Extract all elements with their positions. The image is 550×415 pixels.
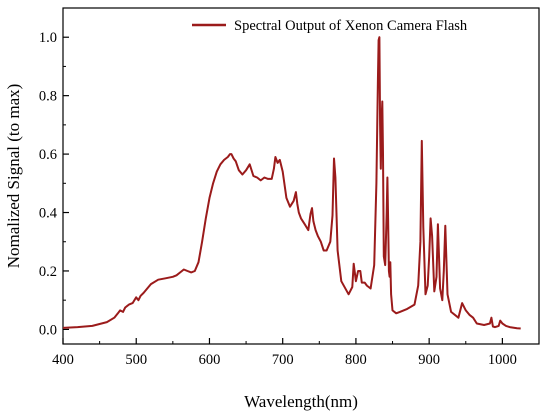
y-tick-label: 0.2: [39, 264, 57, 280]
x-axis-ticks: 400 500 600 700 800 900 1000: [52, 338, 517, 368]
x-tick-label: 700: [272, 352, 294, 368]
legend-label: Spectral Output of Xenon Camera Flash: [234, 18, 468, 34]
y-axis-ticks: 0.0 0.2 0.4 0.6 0.8 1.0: [39, 30, 69, 338]
x-tick-label: 500: [125, 352, 147, 368]
y-tick-label: 1.0: [39, 30, 57, 46]
x-tick-label: 900: [418, 352, 440, 368]
y-tick-label: 0.0: [39, 322, 57, 338]
legend: Spectral Output of Xenon Camera Flash: [192, 18, 468, 34]
x-tick-label: 400: [52, 352, 74, 368]
x-tick-label: 800: [345, 352, 367, 368]
y-axis-title: Nomalized Signal (to max): [4, 84, 23, 269]
series-line: [62, 36, 521, 330]
x-tick-label: 600: [199, 352, 221, 368]
y-tick-label: 0.4: [39, 206, 58, 222]
x-axis-title: Wavelength(nm): [244, 392, 358, 411]
y-tick-label: 0.8: [39, 89, 57, 105]
x-tick-label: 1000: [488, 352, 517, 368]
plot-frame: [62, 7, 540, 345]
y-tick-label: 0.6: [39, 147, 57, 163]
